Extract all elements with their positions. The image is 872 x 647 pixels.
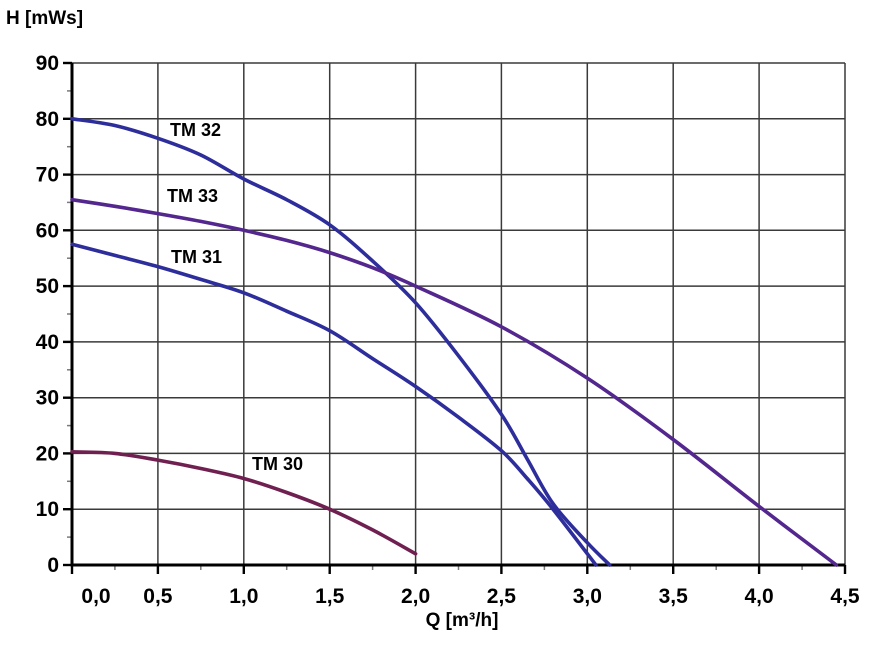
y-tick-label: 20: [36, 442, 59, 465]
y-tick-label: 90: [36, 52, 59, 75]
y-axis-title: H [mWs]: [6, 8, 84, 29]
y-tick-label: 50: [36, 275, 59, 298]
y-tick-label: 60: [36, 219, 59, 242]
x-tick-label: 3,0: [573, 585, 602, 608]
y-tick-label: 30: [36, 387, 59, 410]
x-tick-label: 4,0: [744, 585, 773, 608]
x-tick-label: 1,0: [229, 585, 258, 608]
x-tick-label: 4,5: [830, 585, 860, 608]
curve-tm-33: [70, 197, 839, 567]
y-tick-label: 70: [36, 164, 59, 187]
y-tick-label: 10: [36, 498, 59, 521]
curve-label-tm-31: TM 31: [171, 247, 223, 267]
y-tick-label: 40: [36, 331, 59, 354]
curve-label-tm-33: TM 33: [167, 186, 219, 206]
y-tick-label: 80: [36, 108, 59, 131]
x-tick-label: 3,5: [659, 585, 689, 608]
y-tick-label: 0: [47, 554, 59, 577]
curve-label-tm-30: TM 30: [252, 454, 304, 474]
x-tick-label: 0,0: [81, 585, 110, 608]
curve-tm-30: [70, 450, 418, 556]
x-tick-label: 2,5: [487, 585, 517, 608]
curve-label-tm-32: TM 32: [170, 120, 222, 140]
x-tick-label: 2,0: [401, 585, 430, 608]
x-tick-label: 1,5: [315, 585, 345, 608]
curve-tm-31: [70, 242, 598, 567]
curve-tm-32: [70, 117, 612, 567]
x-tick-label: 0,5: [143, 585, 173, 608]
x-axis-title: Q [m³/h]: [425, 610, 499, 631]
